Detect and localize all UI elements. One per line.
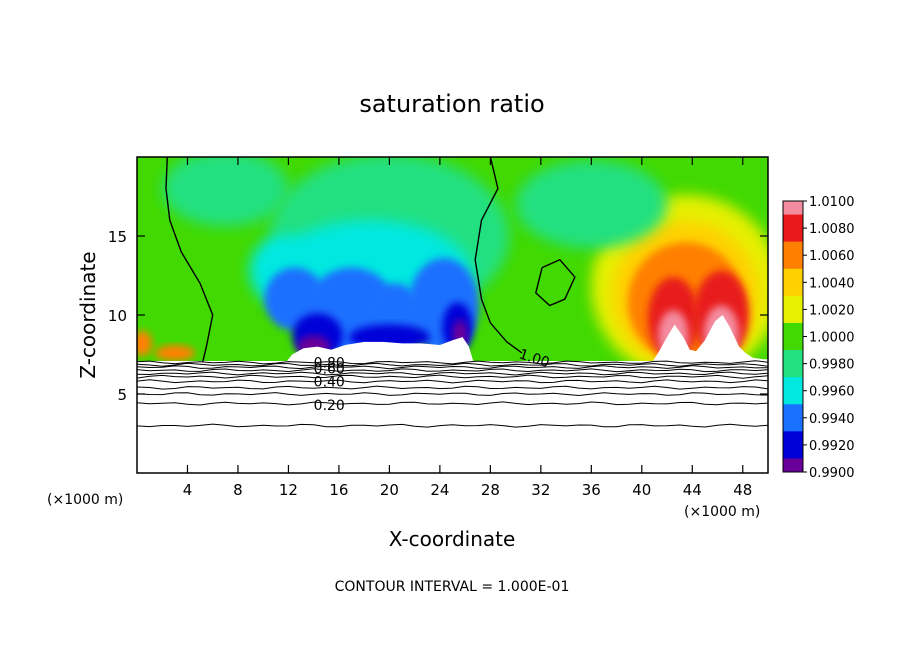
x-tick-label-0: 4 bbox=[183, 481, 193, 499]
lower-region bbox=[137, 362, 768, 473]
y-tick-label-1: 10 bbox=[108, 307, 127, 325]
colorbar-band-3 bbox=[783, 241, 803, 256]
colorbar-band-11 bbox=[783, 350, 803, 365]
colorbar-band-10 bbox=[783, 336, 803, 351]
y-tick-label-0: 5 bbox=[117, 386, 127, 404]
contour-band-2 bbox=[137, 365, 768, 370]
contour-interval-note: CONTOUR INTERVAL = 1.000E-01 bbox=[335, 579, 570, 595]
colorbar-band-19 bbox=[783, 458, 803, 473]
colorbar-band-17 bbox=[783, 431, 803, 446]
field-region-8 bbox=[154, 345, 196, 361]
field-region-11 bbox=[515, 160, 668, 249]
x-axis-label: X-coordinate bbox=[389, 527, 516, 551]
colorbar-label-4: 1.0020 bbox=[809, 303, 855, 318]
colorbar-band-8 bbox=[783, 309, 803, 324]
x-tick-label-10: 44 bbox=[683, 481, 702, 499]
field-region-9 bbox=[162, 157, 289, 227]
colorbar-band-14 bbox=[783, 390, 803, 405]
colorbar-label-6: 0.9980 bbox=[809, 358, 855, 373]
contour-band-9 bbox=[137, 401, 768, 406]
y-axis-label: Z-coordinate bbox=[76, 251, 100, 378]
colorbar-band-12 bbox=[783, 363, 803, 378]
contour-1-mid bbox=[474, 157, 523, 354]
contour-band-0 bbox=[137, 360, 768, 365]
contour-band-5 bbox=[137, 374, 768, 379]
contour-band-3 bbox=[137, 368, 768, 373]
colorbar-band-16 bbox=[783, 417, 803, 432]
x-tick-label-1: 8 bbox=[233, 481, 243, 499]
contour-label-1: 0.80 bbox=[314, 355, 345, 371]
colorbar-band-2 bbox=[783, 228, 803, 243]
contour-band-10 bbox=[137, 423, 768, 428]
colorbar-band-13 bbox=[783, 377, 803, 392]
colorbar-label-2: 1.0060 bbox=[809, 249, 855, 264]
x-tick-label-6: 28 bbox=[481, 481, 500, 499]
contour-band-4 bbox=[137, 371, 768, 376]
colorbar-band-7 bbox=[783, 295, 803, 310]
x-tick-label-8: 36 bbox=[582, 481, 601, 499]
colorbar-band-6 bbox=[783, 282, 803, 297]
colorbar: 1.0100 1.0080 1.0060 1.0040 1.0020 1.0000 0.99… bbox=[782, 195, 855, 481]
field-region-7 bbox=[137, 330, 153, 357]
saturation-field bbox=[137, 157, 768, 473]
colorbar-band-18 bbox=[783, 444, 803, 459]
x-tick-label-4: 20 bbox=[380, 481, 399, 499]
colorbar-label-9: 0.9920 bbox=[809, 439, 855, 454]
x-tick-label-11: 48 bbox=[733, 481, 752, 499]
contour-1-loop bbox=[535, 258, 576, 307]
contour-band-8 bbox=[137, 392, 768, 397]
colorbar-label-8: 0.9940 bbox=[809, 412, 855, 427]
y-axis-ticks: 5 10 15 bbox=[108, 228, 768, 404]
colorbar-band-9 bbox=[783, 322, 803, 337]
colorbar-band-15 bbox=[783, 404, 803, 419]
x-tick-label-2: 12 bbox=[279, 481, 298, 499]
contour-band-7 bbox=[137, 385, 768, 390]
colorbar-label-5: 1.0000 bbox=[809, 331, 855, 346]
colorbar-band-4 bbox=[783, 255, 803, 270]
x-tick-label-9: 40 bbox=[632, 481, 651, 499]
masked-region-0 bbox=[285, 337, 474, 363]
colorbar-label-1: 1.0080 bbox=[809, 222, 855, 237]
colorbar-label-7: 0.9960 bbox=[809, 385, 855, 400]
x-tick-label-3: 16 bbox=[329, 481, 348, 499]
contour-band-6 bbox=[137, 379, 768, 384]
x-unit-left: (×1000 m) bbox=[47, 492, 123, 508]
y-tick-label-2: 15 bbox=[108, 228, 127, 246]
colorbar-label-10: 0.9900 bbox=[809, 466, 855, 481]
colorbar-label-3: 1.0040 bbox=[809, 276, 855, 291]
colorbar-band-5 bbox=[783, 268, 803, 283]
colorbar-band-0 bbox=[783, 201, 803, 216]
contour-label-2: 0.60 bbox=[314, 362, 345, 378]
contour-band-1 bbox=[137, 362, 768, 367]
contour-1-left bbox=[165, 157, 214, 363]
contour-label-4: 0.20 bbox=[314, 398, 345, 414]
colorbar-band-1 bbox=[783, 214, 803, 229]
x-tick-label-7: 32 bbox=[531, 481, 550, 499]
x-axis-ticks: 4 8 12 16 20 24 28 32 36 40 44 48 bbox=[183, 157, 752, 499]
colorbar-label-0: 1.0100 bbox=[809, 195, 855, 210]
x-unit-right: (×1000 m) bbox=[684, 504, 760, 520]
x-tick-label-5: 24 bbox=[430, 481, 449, 499]
chart-title: saturation ratio bbox=[359, 90, 544, 118]
contour-lines bbox=[137, 157, 768, 428]
masked-region-1 bbox=[651, 315, 768, 363]
contour-label-3: 0.40 bbox=[314, 374, 345, 390]
